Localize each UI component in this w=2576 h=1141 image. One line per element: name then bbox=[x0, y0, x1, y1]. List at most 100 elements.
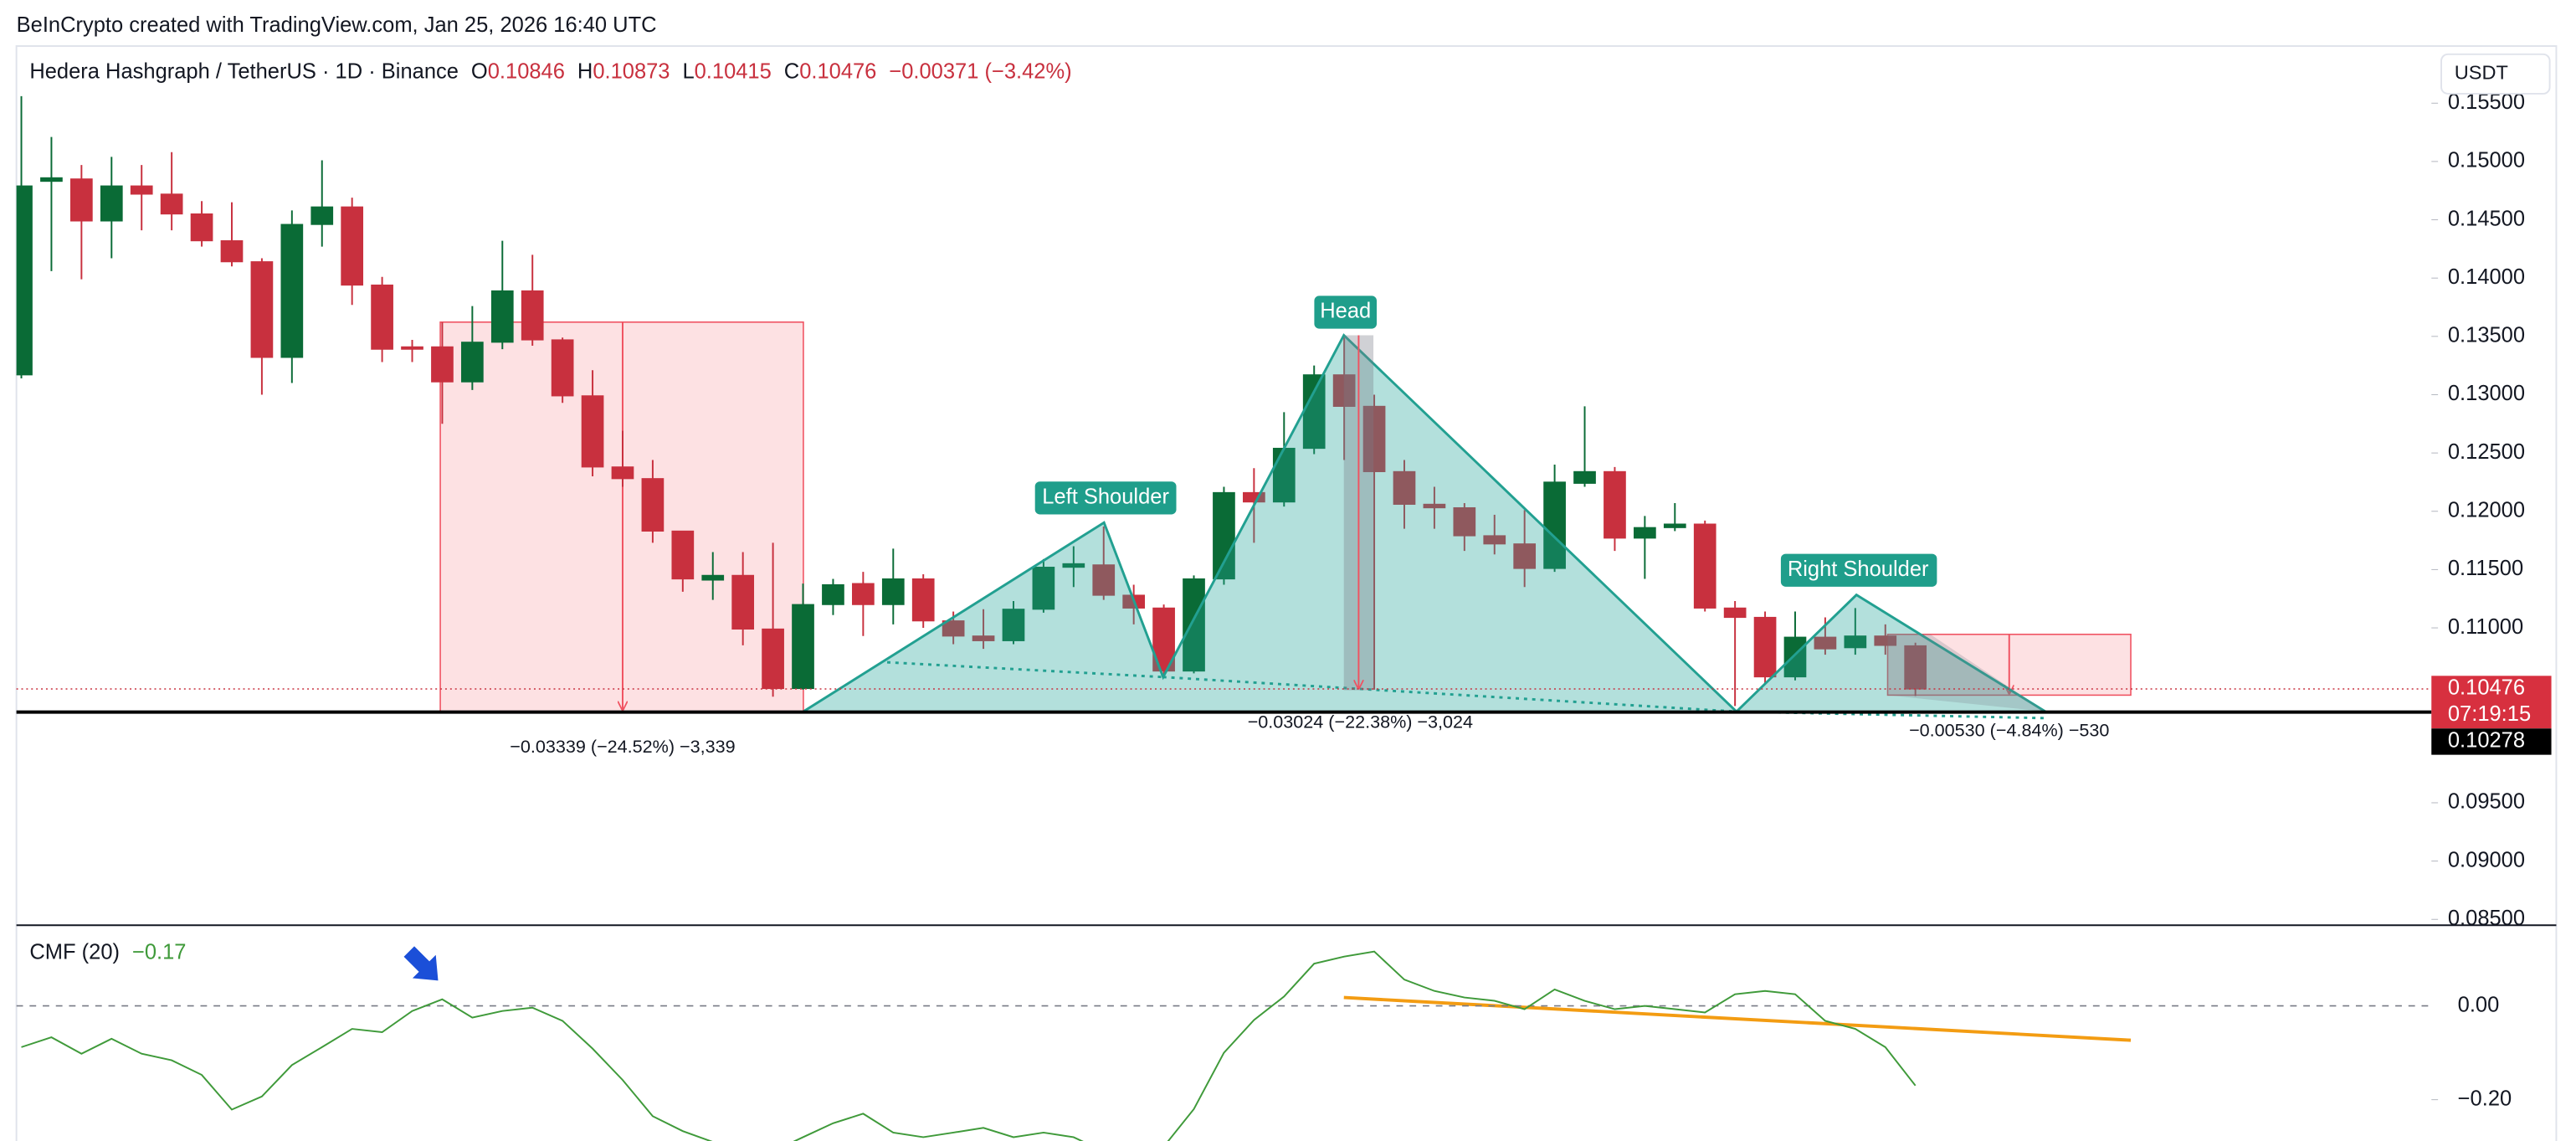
candle-body bbox=[431, 346, 454, 383]
candle-body bbox=[1693, 523, 1716, 609]
candle-body bbox=[881, 578, 905, 605]
y-tick-label: 0.13500 bbox=[2448, 324, 2525, 347]
symbol-legend: Hedera Hashgraph / TetherUS · 1D · Binan… bbox=[29, 59, 1071, 83]
candle-body bbox=[521, 290, 544, 341]
y-tick-label: 0.13000 bbox=[2448, 382, 2525, 405]
measure-label: −0.00530 (−4.84%) −530 bbox=[1909, 719, 2109, 740]
candle-body bbox=[1814, 636, 1837, 650]
ohlc-letter: O bbox=[471, 59, 488, 83]
candle-body bbox=[1874, 635, 1897, 646]
candle-body bbox=[1183, 578, 1205, 672]
candle-body bbox=[310, 206, 334, 225]
pattern-outline bbox=[803, 333, 2046, 714]
candle-body bbox=[160, 193, 183, 215]
candle-body bbox=[1723, 607, 1747, 619]
candle-body bbox=[1753, 616, 1777, 678]
candle-body bbox=[70, 178, 93, 222]
y-tick-label: 0.12500 bbox=[2448, 440, 2525, 464]
ohlc-letter: H bbox=[577, 59, 593, 83]
candles bbox=[16, 95, 1927, 707]
ohlc-value: 0.10846 bbox=[488, 59, 565, 83]
candle-body bbox=[581, 395, 604, 468]
measure-label: −0.03024 (−22.38%) −3,024 bbox=[1248, 711, 1473, 732]
candle-body bbox=[1573, 470, 1596, 484]
y-tick-label: 0.14000 bbox=[2448, 265, 2525, 289]
candle-body bbox=[1002, 609, 1025, 641]
candle-body bbox=[1844, 635, 1867, 649]
candle-body bbox=[1272, 447, 1296, 503]
candle-body bbox=[490, 290, 514, 343]
candle-body bbox=[1423, 503, 1446, 509]
indicator-value: −0.17 bbox=[132, 940, 187, 964]
label-box bbox=[1314, 296, 1378, 329]
candle-body bbox=[1243, 491, 1265, 503]
ohlc-letter: L bbox=[682, 59, 694, 83]
candle-body bbox=[401, 346, 423, 350]
y-tick-label: 0.11000 bbox=[2448, 615, 2523, 639]
y-tick-label: 0.11500 bbox=[2448, 557, 2523, 580]
y-tick-label: 0.15000 bbox=[2448, 149, 2525, 172]
change: −0.00371 (−3.42%) bbox=[889, 59, 1071, 83]
drawings-over: Left Shoulder Head Right Shoulder −0.033… bbox=[510, 296, 2109, 757]
support-tag-label: 0.10278 bbox=[2448, 729, 2525, 753]
symbol: Hedera Hashgraph / TetherUS · 1D · Binan… bbox=[29, 59, 459, 83]
credit: BeInCrypto created with TradingView.com,… bbox=[17, 13, 657, 37]
currency-button[interactable] bbox=[2440, 53, 2551, 95]
ohlc-value: 0.10476 bbox=[799, 59, 876, 83]
price-tag bbox=[2431, 676, 2552, 729]
cmf-axis: 0.00 −0.20 bbox=[2431, 993, 2512, 1110]
pattern-fill bbox=[803, 335, 2045, 712]
y-tick-label: 0.14500 bbox=[2448, 207, 2525, 230]
candle-body bbox=[731, 574, 755, 630]
indicator-legend: CMF (20) −0.17 bbox=[29, 940, 186, 964]
candle-body bbox=[461, 342, 484, 383]
y-tick-label: 0.00 bbox=[2458, 993, 2500, 1016]
currency-label[interactable]: USDT bbox=[2455, 62, 2508, 84]
price-axis: 0.155000.150000.145000.140000.135000.130… bbox=[2431, 90, 2525, 930]
support-tag bbox=[2431, 728, 2552, 755]
candle-body bbox=[1483, 535, 1506, 545]
ohlc-value: 0.10873 bbox=[593, 59, 670, 83]
candle-body bbox=[1302, 374, 1326, 450]
candle-body bbox=[1062, 563, 1085, 568]
shoulder-measure bbox=[1887, 634, 2045, 712]
candle-body bbox=[1453, 506, 1476, 537]
candle-body bbox=[1032, 567, 1055, 610]
candle-body bbox=[371, 284, 393, 350]
cmf-line bbox=[21, 950, 1917, 1141]
candle-body bbox=[190, 213, 213, 242]
candle-body bbox=[822, 583, 844, 605]
candle-body bbox=[1543, 481, 1566, 569]
ohlc-letter: C bbox=[784, 59, 799, 83]
candle-body bbox=[250, 261, 274, 358]
y-tick-label: −0.20 bbox=[2458, 1087, 2512, 1110]
y-tick-label: 0.09500 bbox=[2448, 790, 2525, 814]
y-tick-label: 0.08500 bbox=[2448, 907, 2525, 930]
candle-body bbox=[911, 578, 935, 622]
candle-body bbox=[1362, 405, 1386, 472]
drawings-under bbox=[439, 321, 2132, 712]
candle-body bbox=[1783, 636, 1807, 678]
candle-body bbox=[942, 620, 965, 637]
candle-body bbox=[1092, 564, 1116, 596]
candle-body bbox=[792, 604, 814, 690]
candle-body bbox=[611, 466, 634, 480]
neckline bbox=[1162, 676, 1737, 713]
label-box bbox=[1034, 481, 1177, 515]
trend-line bbox=[1343, 995, 2132, 1042]
candle-body bbox=[1904, 645, 1927, 690]
candle-body bbox=[130, 185, 153, 195]
candle-body bbox=[1634, 527, 1656, 539]
candle-body bbox=[972, 635, 995, 641]
candle-body bbox=[1513, 543, 1537, 569]
candle-body bbox=[671, 530, 695, 580]
cmf-pane bbox=[16, 950, 2432, 1141]
candle-body bbox=[1604, 470, 1626, 539]
candle-body bbox=[1332, 374, 1356, 407]
candle-body bbox=[852, 583, 875, 605]
countdown-label: 07:19:15 bbox=[2448, 702, 2531, 726]
candle-body bbox=[641, 478, 665, 532]
indicator-name: CMF (20) bbox=[29, 940, 120, 964]
pattern-label: Right Shoulder bbox=[1788, 558, 1929, 581]
